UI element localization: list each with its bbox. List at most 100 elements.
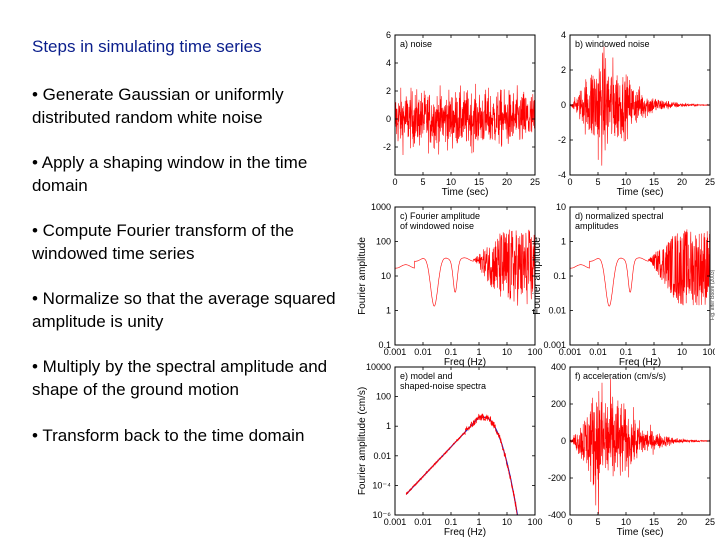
panel-d-ylabel: Fourier amplitude [532, 237, 543, 315]
panel-d-xtick-label: 100 [702, 347, 715, 357]
bullet-4: • Normalize so that the average squared … [32, 289, 336, 331]
panel-a-ytick-label: 2 [386, 86, 391, 96]
panel-b-xtick-label: 15 [649, 177, 659, 187]
panel-f-ytick-label: -400 [548, 510, 566, 520]
panel-c-ytick-label: 0.1 [378, 340, 391, 350]
panel-e-data [405, 413, 519, 515]
panel-c-xtick-label: 10 [502, 347, 512, 357]
panel-b: 0 5 10 15 20 25 -4 -2 0 2 4 b) windowed noise Time (… [558, 30, 715, 198]
panel-e-ytick-label: 10⁻⁶ [373, 510, 392, 520]
panel-a-frame [394, 34, 536, 176]
panel-c-ytick-label: 10 [381, 271, 391, 281]
panel-d-ytick-label: 1 [561, 237, 566, 247]
panel-c-ytick-label: 1000 [371, 202, 391, 212]
panel-f-xlabel: Time (sec) [617, 527, 664, 537]
bullet-6: • Transform back to the time domain [32, 426, 305, 445]
panel-b-xtick-label: 20 [677, 177, 687, 187]
panel-c-ytick-label: 1 [386, 306, 391, 316]
panel-a-xtick-label: 25 [530, 177, 540, 187]
panel-b-ytick-label: 4 [561, 30, 566, 40]
panel-b-xtick-label: 0 [567, 177, 572, 187]
panel-a-xtick-label: 0 [392, 177, 397, 187]
panel-c-xtick-label: 100 [527, 347, 542, 357]
bullet-3: • Compute Fourier transform of the windo… [32, 221, 294, 263]
panel-a-title: a) noise [400, 39, 432, 49]
panel-d-series-spectrum [570, 229, 710, 307]
panel-a-series-noise [395, 83, 535, 156]
panel-e-frame [394, 366, 536, 516]
panel-f-ytick-label: 200 [551, 399, 566, 409]
panel-a-xtick-label: 20 [502, 177, 512, 187]
panel-f-series-noise [570, 378, 710, 514]
panel-a-xtick-label: 5 [420, 177, 425, 187]
panel-d-xtick-label: 0.1 [620, 347, 633, 357]
panel-c-title: c) Fourier amplitude [400, 211, 480, 221]
panel-f-xtick-label: 25 [705, 517, 715, 527]
panel-e-ytick-label: 100 [376, 392, 391, 402]
panel-f-ytick-label: 400 [551, 362, 566, 372]
panel-d-ytick-label: 10 [556, 202, 566, 212]
panel-f-title: f) acceleration (cm/s/s) [575, 371, 666, 381]
panel-a-data [395, 83, 535, 156]
panel-e-ylabel: Fourier amplitude (cm/s) [357, 387, 368, 495]
panel-c-subtitle: of windowed noise [400, 221, 474, 231]
panel-d-title: d) normalized spectral [575, 211, 664, 221]
panel-c-xtick-label: 0.1 [445, 347, 458, 357]
panel-e: 0.001 0.01 0.1 1 10 100 10⁻⁶ 10⁻⁴ 0.01 1 100 10000 e… [357, 362, 543, 537]
panel-b-ytick-label: -2 [558, 135, 566, 145]
panel-a-ytick-label: 0 [386, 114, 391, 124]
panel-c: 0.001 0.01 0.1 1 10 100 0.1 1 10 100 1000 c) Fourie… [357, 202, 543, 368]
slide-title: Steps in simulating time series [32, 37, 262, 56]
panel-c-data [395, 229, 535, 307]
panel-e-ytick-label: 10000 [366, 362, 391, 372]
panel-c-ytick-label: 100 [376, 237, 391, 247]
panel-d-data [570, 229, 710, 307]
panel-e-xtick-label: 0.1 [445, 517, 458, 527]
panel-e-xlabel: Freq (Hz) [444, 527, 486, 537]
panel-a-xlabel: Time (sec) [442, 187, 489, 198]
panel-f: 0 5 10 15 20 25 -400 -200 0 200 400 f) acceleration… [548, 362, 715, 537]
credit-text: Fig. after Boore (2003) [710, 269, 716, 320]
panel-d-xlabel: Freq (Hz) [619, 357, 661, 368]
panel-b-xtick-label: 25 [705, 177, 715, 187]
panel-d-ytick-label: 0.1 [553, 271, 566, 281]
panel-d-subtitle: amplitudes [575, 221, 619, 231]
panel-b-title: b) windowed noise [575, 39, 650, 49]
panel-f-ytick-label: -200 [548, 473, 566, 483]
panel-b-ytick-label: -4 [558, 170, 566, 180]
panel-b-data [570, 46, 710, 166]
panel-a-ytick-label: 6 [386, 30, 391, 40]
panel-e-ytick-label: 10⁻⁴ [372, 480, 391, 490]
panel-e-xtick-label: 0.01 [414, 517, 432, 527]
bullet-1: • Generate Gaussian or uniformly distrib… [32, 85, 284, 127]
panel-c-xtick-label: 0.001 [384, 347, 407, 357]
panel-e-xtick-label: 10 [502, 517, 512, 527]
panel-e-series-shaped [405, 413, 518, 515]
panel-f-xtick-label: 15 [649, 517, 659, 527]
panel-c-xtick-label: 1 [476, 347, 481, 357]
panel-d-xtick-label: 10 [677, 347, 687, 357]
panel-b-xlabel: Time (sec) [617, 187, 664, 198]
panel-e-xtick-label: 0.001 [384, 517, 407, 527]
panel-a-ytick-label: 4 [386, 58, 391, 68]
panel-d-ytick-label: 0.01 [548, 306, 566, 316]
panel-d-xtick-label: 0.001 [559, 347, 582, 357]
panel-a-ytick-label: -2 [383, 142, 391, 152]
panel-e-ytick-label: 1 [386, 421, 391, 431]
panel-c-series-spectrum [395, 229, 535, 307]
panel-d-ytick-label: 0.001 [543, 340, 566, 350]
panel-a-xtick-label: 10 [446, 177, 456, 187]
panel-d: 0.001 0.01 0.1 1 10 100 0.001 0.01 0.1 1 10 d) norm… [532, 202, 715, 368]
panel-f-ytick-label: 0 [561, 436, 566, 446]
panel-e-ytick-label: 0.01 [373, 451, 391, 461]
panel-b-xtick-label: 10 [621, 177, 631, 187]
panel-f-xtick-label: 20 [677, 517, 687, 527]
bullet-2: • Apply a shaping window in the time dom… [32, 153, 308, 195]
panel-b-xtick-label: 5 [595, 177, 600, 187]
panel-b-ytick-label: 2 [561, 65, 566, 75]
figure-credit: Fig. after Boore (2003) [710, 269, 716, 320]
panel-c-ylabel: Fourier amplitude [357, 237, 368, 315]
slide-text: Steps in simulating time series • Genera… [0, 0, 350, 540]
panel-a-xtick-label: 15 [474, 177, 484, 187]
